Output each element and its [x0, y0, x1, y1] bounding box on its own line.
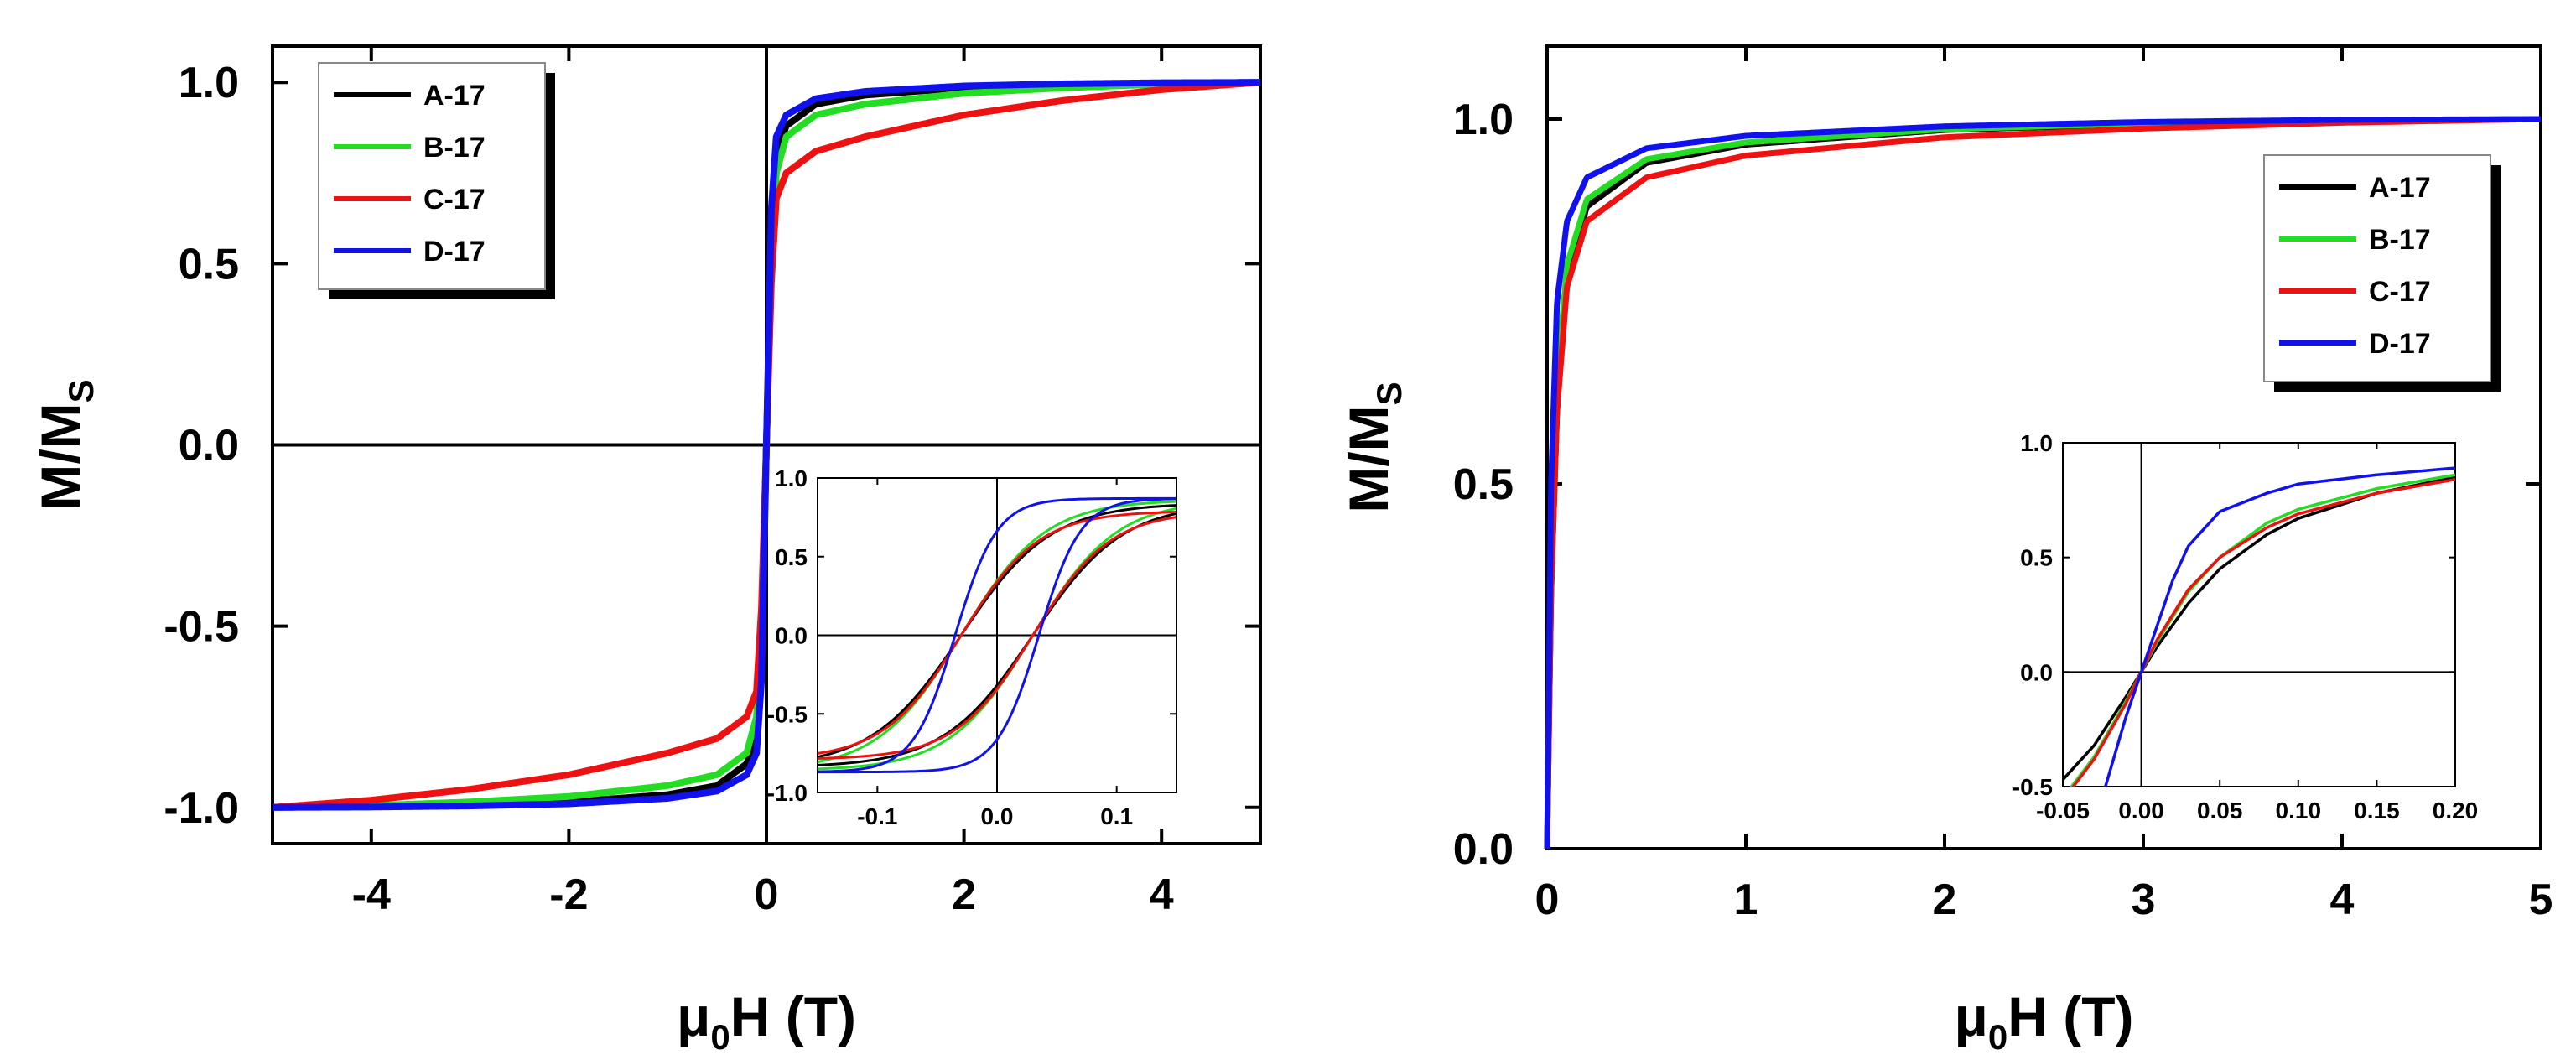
inset-y-tick-label: 1.0: [775, 465, 808, 491]
legend-label-a-17: A-17: [423, 80, 486, 112]
x-tick-label: 3: [2132, 876, 2156, 924]
inset-branch-ascending-a-17: [818, 512, 1176, 766]
inset-x-tick-label: 0.10: [2276, 798, 2322, 824]
inset-y-tick-label: 1.0: [2020, 430, 2053, 456]
right-chart: 0 1 2 3 4 5 0.0 0.5 1.0 A-17 B-17 C-17 D-17 μ0H (T) M/…: [1337, 44, 2553, 1057]
inset-branch-ascending-c-17: [818, 516, 1176, 760]
x-tick-label: -2: [549, 870, 588, 919]
inset-y-tick-label: 0.5: [775, 544, 808, 570]
left-chart: -4 -2 0 2 4 -1.0 -0.5 0.0 0.5 1.0 A-17 B-17 C-17 D-17…: [29, 44, 1262, 1057]
x-tick-label: 2: [952, 870, 976, 919]
left-curves: [271, 79, 1262, 811]
inset-x-tick-label: 0.1: [1100, 803, 1133, 829]
inset-background: [2063, 443, 2455, 787]
x-tick-label: 4: [1150, 870, 1174, 919]
y-tick-label: -1.0: [164, 784, 239, 833]
x-tick-label: 2: [1933, 876, 1957, 924]
inset-x-tick-label: -0.05: [2036, 798, 2090, 824]
inset-y-tick-label: -0.5: [2012, 774, 2053, 800]
legend-label-c-17: C-17: [423, 184, 486, 216]
legend-label-d-17: D-17: [2369, 328, 2431, 360]
y-axis-label: M/MS: [1337, 382, 1409, 512]
left-inset: -0.1 0.0 0.1 -1.0 -0.5 0.0 0.5 1.0: [767, 465, 1177, 829]
y-axis-label: M/MS: [29, 379, 101, 510]
inset-y-tick-label: -1.0: [767, 780, 808, 806]
legend: A-17 B-17 C-17 D-17: [318, 62, 555, 299]
inset-branch-descending-d-17: [818, 496, 1176, 773]
y-tick-label: 0.5: [1453, 460, 1514, 509]
inset-x-tick-label: 0.05: [2197, 798, 2243, 824]
y-tick-label: 0.0: [179, 422, 239, 470]
right-curves: [1544, 116, 2542, 852]
legend-label-d-17: D-17: [423, 236, 486, 268]
legend-label-b-17: B-17: [423, 132, 486, 164]
x-tick-label: 4: [2330, 876, 2355, 924]
inset-x-tick-label: 0.20: [2433, 798, 2479, 824]
legend-label-c-17: C-17: [2369, 276, 2431, 308]
inset-y-tick-label: -0.5: [767, 701, 808, 727]
x-tick-label: 1: [1734, 876, 1758, 924]
inset-x-tick-label: -0.1: [857, 803, 897, 829]
inset-branch-ascending-d-17: [818, 497, 1176, 774]
inset-x-tick-label: 0.00: [2118, 798, 2164, 824]
inset-series-line-c-17: [2071, 478, 2455, 787]
y-tick-label: 0.0: [1453, 825, 1514, 874]
legend: A-17 B-17 C-17 D-17: [2263, 154, 2501, 392]
right-inset: -0.05 0.00 0.05 0.10 0.15 0.20 -0.5 0.0 0.5 1.0: [2012, 430, 2479, 824]
series-line-d-17: [271, 79, 1262, 811]
legend-label-b-17: B-17: [2369, 224, 2431, 256]
inset-x-tick-label: 0.15: [2354, 798, 2400, 824]
inset-y-tick-label: 0.0: [2020, 659, 2053, 685]
inset-branch-descending-c-17: [818, 511, 1176, 755]
legend-label-a-17: A-17: [2369, 172, 2431, 204]
x-axis-label: μ0H (T): [677, 985, 856, 1057]
x-tick-label: 5: [2529, 876, 2553, 924]
x-tick-label: 0: [755, 870, 779, 919]
x-axis-label: μ0H (T): [1954, 985, 2133, 1057]
y-tick-label: 0.5: [179, 240, 239, 288]
axes-frame: [1545, 44, 2542, 850]
inset-x-tick-label: 0.0: [981, 803, 1014, 829]
inset-y-tick-label: 0.0: [775, 623, 808, 649]
y-tick-label: 1.0: [179, 59, 239, 107]
inset-series-line-d-17: [2103, 466, 2455, 787]
series-line-c-17: [1544, 116, 2542, 852]
y-tick-label: -0.5: [164, 603, 239, 652]
y-tick-label: 1.0: [1453, 96, 1514, 144]
inset-branch-descending-a-17: [818, 504, 1176, 759]
inset-axes-frame: [2062, 442, 2456, 787]
series-line-d-17: [1544, 116, 2542, 852]
x-tick-label: -4: [352, 870, 391, 919]
inset-y-tick-label: 0.5: [2020, 545, 2053, 571]
x-tick-label: 0: [1535, 876, 1560, 924]
